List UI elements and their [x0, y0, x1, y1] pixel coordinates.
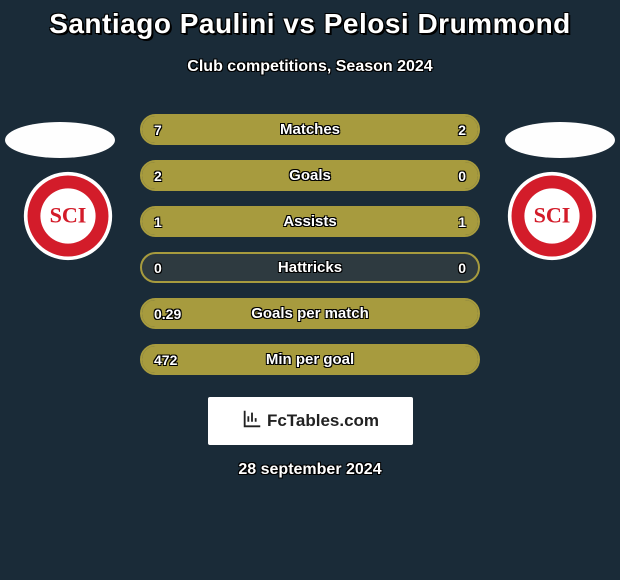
- subtitle: Club competitions, Season 2024: [0, 58, 620, 76]
- stat-row: 20Goals: [140, 160, 480, 191]
- comparison-card: Santiago Paulini vs Pelosi Drummond Club…: [0, 0, 620, 479]
- bar-fill-left: [142, 162, 478, 189]
- club-logo-left: SCI: [22, 170, 114, 262]
- bar-fill-left: [142, 208, 310, 235]
- content-area: SCI SCI 72Matches 20Goals 11Assists 0 0Hattr…: [0, 114, 620, 479]
- svg-text:SCI: SCI: [534, 202, 571, 227]
- bar-fill-left: [142, 346, 478, 373]
- stat-row: 0.29Goals per match: [140, 298, 480, 329]
- stat-label: Hattricks: [142, 259, 478, 276]
- stat-value-right: 0: [458, 260, 466, 276]
- player-silhouette-right: [505, 122, 615, 158]
- stat-row: 72Matches: [140, 114, 480, 145]
- bar-fill-right: [403, 116, 478, 143]
- stat-row: 0 0Hattricks: [140, 252, 480, 283]
- bar-fill-left: [142, 300, 478, 327]
- player-silhouette-left: [5, 122, 115, 158]
- bar-fill-left: [142, 116, 403, 143]
- footer-date: 28 september 2024: [0, 461, 620, 479]
- bar-fill-right: [310, 208, 478, 235]
- branding-badge: FcTables.com: [208, 397, 413, 445]
- page-title: Santiago Paulini vs Pelosi Drummond: [0, 8, 620, 40]
- branding-inner: FcTables.com: [241, 408, 379, 435]
- club-logo-right: SCI: [506, 170, 598, 262]
- chart-icon: [241, 408, 263, 435]
- stat-row: 11Assists: [140, 206, 480, 237]
- stat-row: 472Min per goal: [140, 344, 480, 375]
- svg-text:SCI: SCI: [50, 202, 87, 227]
- stat-value-left: 0: [154, 260, 162, 276]
- stat-bars: 72Matches 20Goals 11Assists 0 0Hattricks 0.29…: [140, 114, 480, 375]
- branding-label: FcTables.com: [267, 411, 379, 431]
